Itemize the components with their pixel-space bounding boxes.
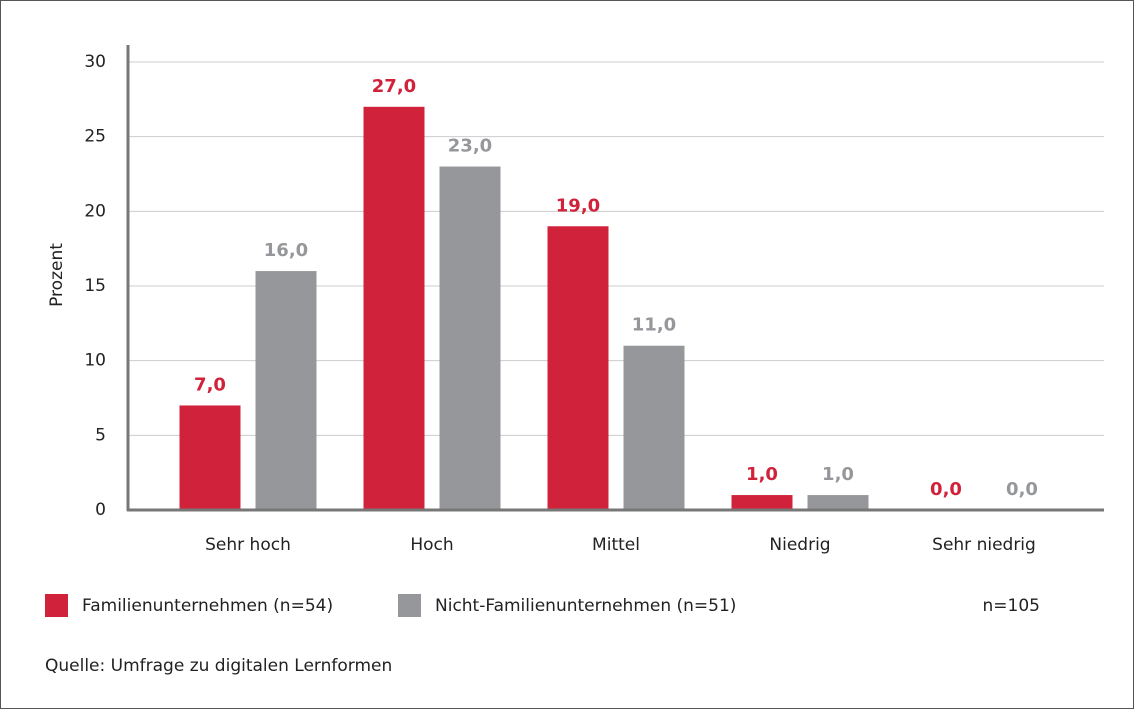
y-tick-label: 15 [84, 276, 106, 296]
note: n=105 [983, 596, 1040, 616]
bar [363, 106, 425, 511]
y-axis-label: Prozent [47, 243, 67, 307]
x-tick-label: Sehr niedrig [932, 535, 1036, 555]
y-tick-label: 0 [95, 500, 106, 520]
value-label: 1,0 [822, 464, 854, 485]
value-label: 1,0 [746, 464, 778, 485]
bar [547, 226, 609, 510]
bar [255, 271, 317, 510]
bar [807, 495, 869, 510]
x-tick-label: Hoch [410, 535, 453, 555]
x-tick-label: Niedrig [769, 535, 830, 555]
y-tick-label: 30 [84, 52, 106, 72]
source: Quelle: Umfrage zu digitalen Lernformen [45, 656, 392, 676]
value-label: 0,0 [930, 479, 962, 500]
y-tick-label: 10 [84, 351, 106, 371]
bar [439, 166, 501, 511]
x-tick-label: Mittel [592, 535, 640, 555]
value-label: 16,0 [264, 240, 308, 261]
legend-swatch [45, 594, 68, 617]
bar [731, 495, 793, 510]
y-tick-label: 5 [95, 425, 106, 445]
value-label: 11,0 [632, 315, 676, 336]
value-label: 7,0 [194, 374, 226, 395]
y-tick-label: 25 [84, 127, 106, 147]
bar [623, 345, 685, 510]
x-tick-label: Sehr hoch [205, 535, 291, 555]
legend-label: Nicht-Familienunternehmen (n=51) [435, 596, 736, 616]
legend-label: Familienunternehmen (n=54) [82, 596, 333, 616]
value-label: 0,0 [1006, 479, 1038, 500]
value-label: 27,0 [372, 76, 416, 97]
value-label: 19,0 [556, 195, 600, 216]
y-tick-label: 20 [84, 201, 106, 221]
value-label: 23,0 [448, 136, 492, 157]
legend-swatch [398, 594, 421, 617]
bar [179, 405, 241, 510]
